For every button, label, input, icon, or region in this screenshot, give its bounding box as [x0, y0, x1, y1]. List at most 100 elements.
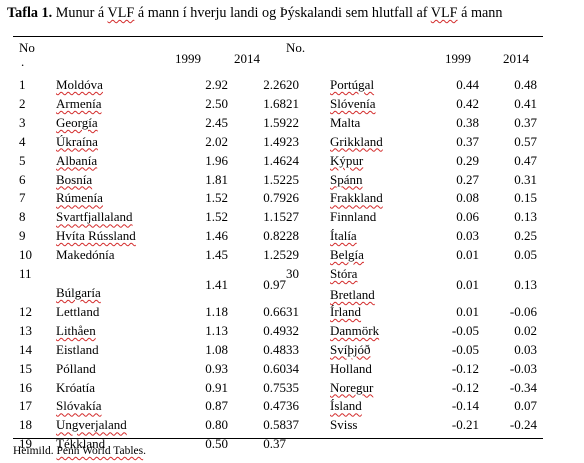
country-name: Búlgaría: [56, 285, 101, 300]
country-name: Georgía: [56, 114, 98, 130]
country-name: Noregur: [330, 379, 374, 395]
country-name: Írland: [330, 303, 362, 319]
row-number: 5: [19, 152, 26, 168]
row-number: 28: [286, 228, 299, 244]
row-number: 32: [286, 322, 299, 338]
value-2014: 0.07: [514, 398, 537, 414]
country-name: Svartfjallaland: [56, 209, 133, 225]
value-2014: 0.02: [514, 322, 537, 338]
value-2014: 1.52: [263, 171, 286, 187]
row-number: 8: [19, 209, 26, 225]
row-number: 30: [286, 266, 299, 281]
value-2014: 0.47: [514, 152, 537, 168]
value-1999: 0.91: [205, 379, 228, 395]
value-1999: 0.80: [205, 417, 228, 433]
value-1999: 0.29: [456, 152, 479, 168]
row-number: 21: [286, 95, 299, 111]
value-2014: 1.15: [263, 209, 286, 225]
value-1999: 1.41: [205, 276, 228, 292]
country-name: Slóvakía: [56, 398, 102, 414]
country-name: Frakkland: [330, 190, 383, 206]
source-prefix: Heimild.: [13, 445, 57, 457]
country-name: Ísland: [330, 398, 362, 414]
row-number: 18: [19, 417, 32, 433]
header-1999-left: 1999: [175, 51, 201, 66]
row-number: 37: [286, 417, 299, 433]
row-number: 10: [19, 247, 32, 263]
value-2014: 0.03: [514, 341, 537, 357]
value-1999: 0.01: [456, 247, 479, 263]
value-1999: 0.06: [456, 209, 479, 225]
value-2014: 0.97: [263, 276, 286, 292]
caption-text-1: Munur á: [55, 5, 108, 21]
value-2014: 1.25: [263, 247, 286, 263]
row-number: 24: [286, 152, 299, 168]
row-number: 33: [286, 341, 299, 357]
country-name: Úkraína: [56, 133, 98, 149]
caption-text-2: á mann í hverju landi og Þýskalandi sem …: [134, 5, 431, 21]
value-2014: 0.37: [514, 114, 537, 130]
header-no-left-dot: .: [21, 54, 25, 69]
row-number: 29: [286, 247, 299, 263]
country-name: Króatía: [56, 379, 95, 395]
value-2014: 0.75: [263, 379, 286, 395]
country-name: Rúmenía: [56, 190, 103, 206]
value-2014: 0.05: [514, 247, 537, 263]
row-number: 4: [19, 133, 26, 149]
value-1999: 1.96: [205, 152, 228, 168]
country-name: Kýpur: [330, 152, 364, 168]
row-number: 12: [19, 303, 32, 319]
row-number: 25: [286, 171, 299, 187]
value-2014: 1.59: [263, 114, 286, 130]
value-1999: 0.03: [456, 228, 479, 244]
table-top-rule: [13, 36, 543, 37]
value-1999: 0.08: [456, 190, 479, 206]
data-table: No . 1999 2014 No. 1999 2014 1 Moldóva 2.9…: [13, 38, 543, 451]
value-1999: 2.50: [205, 95, 228, 111]
value-1999: 0.27: [456, 171, 479, 187]
country-name: Tékkland: [56, 436, 106, 452]
source-title: Penn World Tables: [56, 445, 144, 457]
country-name-line2: Bretland: [330, 287, 375, 302]
source-note: Heimild. Penn World Tables.: [13, 445, 146, 457]
value-1999: 1.18: [205, 303, 228, 319]
country-name: Armenía: [56, 95, 102, 111]
value-1999: -0.05: [451, 341, 479, 357]
value-2014: 0.66: [263, 303, 286, 319]
value-2014: 2.26: [263, 77, 286, 92]
caption-label: Tafla 1.: [7, 5, 53, 21]
value-1999: 0.44: [456, 77, 479, 92]
country-name: Finnland: [330, 209, 377, 225]
value-2014: 0.15: [514, 190, 537, 206]
value-1999: 2.92: [205, 77, 228, 92]
country-name: Ítalía: [330, 228, 357, 244]
country-name: Moldóva: [56, 77, 103, 92]
value-1999: 2.45: [205, 114, 228, 130]
country-name: Spánn: [330, 171, 363, 187]
header-2014-right: 2014: [503, 51, 529, 66]
value-2014: 0.25: [514, 228, 537, 244]
row-number: 17: [19, 398, 32, 414]
country-name: Albanía: [56, 152, 98, 168]
value-2014: -0.06: [509, 303, 537, 319]
row-number: 31: [286, 303, 299, 319]
value-2014: 0.13: [514, 276, 537, 292]
row-number: 19: [19, 436, 32, 452]
country-name: Ungverjaland: [56, 417, 127, 433]
value-1999: -0.12: [451, 360, 479, 376]
value-1999: 0.37: [456, 133, 479, 149]
value-2014: 0.58: [263, 417, 286, 433]
caption-abbr-2: VLF: [430, 5, 458, 21]
country-name: Malta: [330, 114, 361, 130]
value-1999: 1.46: [205, 228, 228, 244]
header-2014-left: 2014: [234, 51, 260, 66]
row-number: 13: [19, 322, 32, 338]
value-2014: 0.37: [263, 436, 286, 452]
header-1999-right: 1999: [445, 51, 471, 66]
country-name: Makedónía: [56, 247, 115, 263]
table-bottom-rule: [13, 438, 543, 439]
value-1999: 0.42: [456, 95, 479, 111]
row-number: 34: [286, 360, 299, 376]
caption-abbr-1: VLF: [107, 5, 135, 21]
value-1999: 1.52: [205, 190, 228, 206]
